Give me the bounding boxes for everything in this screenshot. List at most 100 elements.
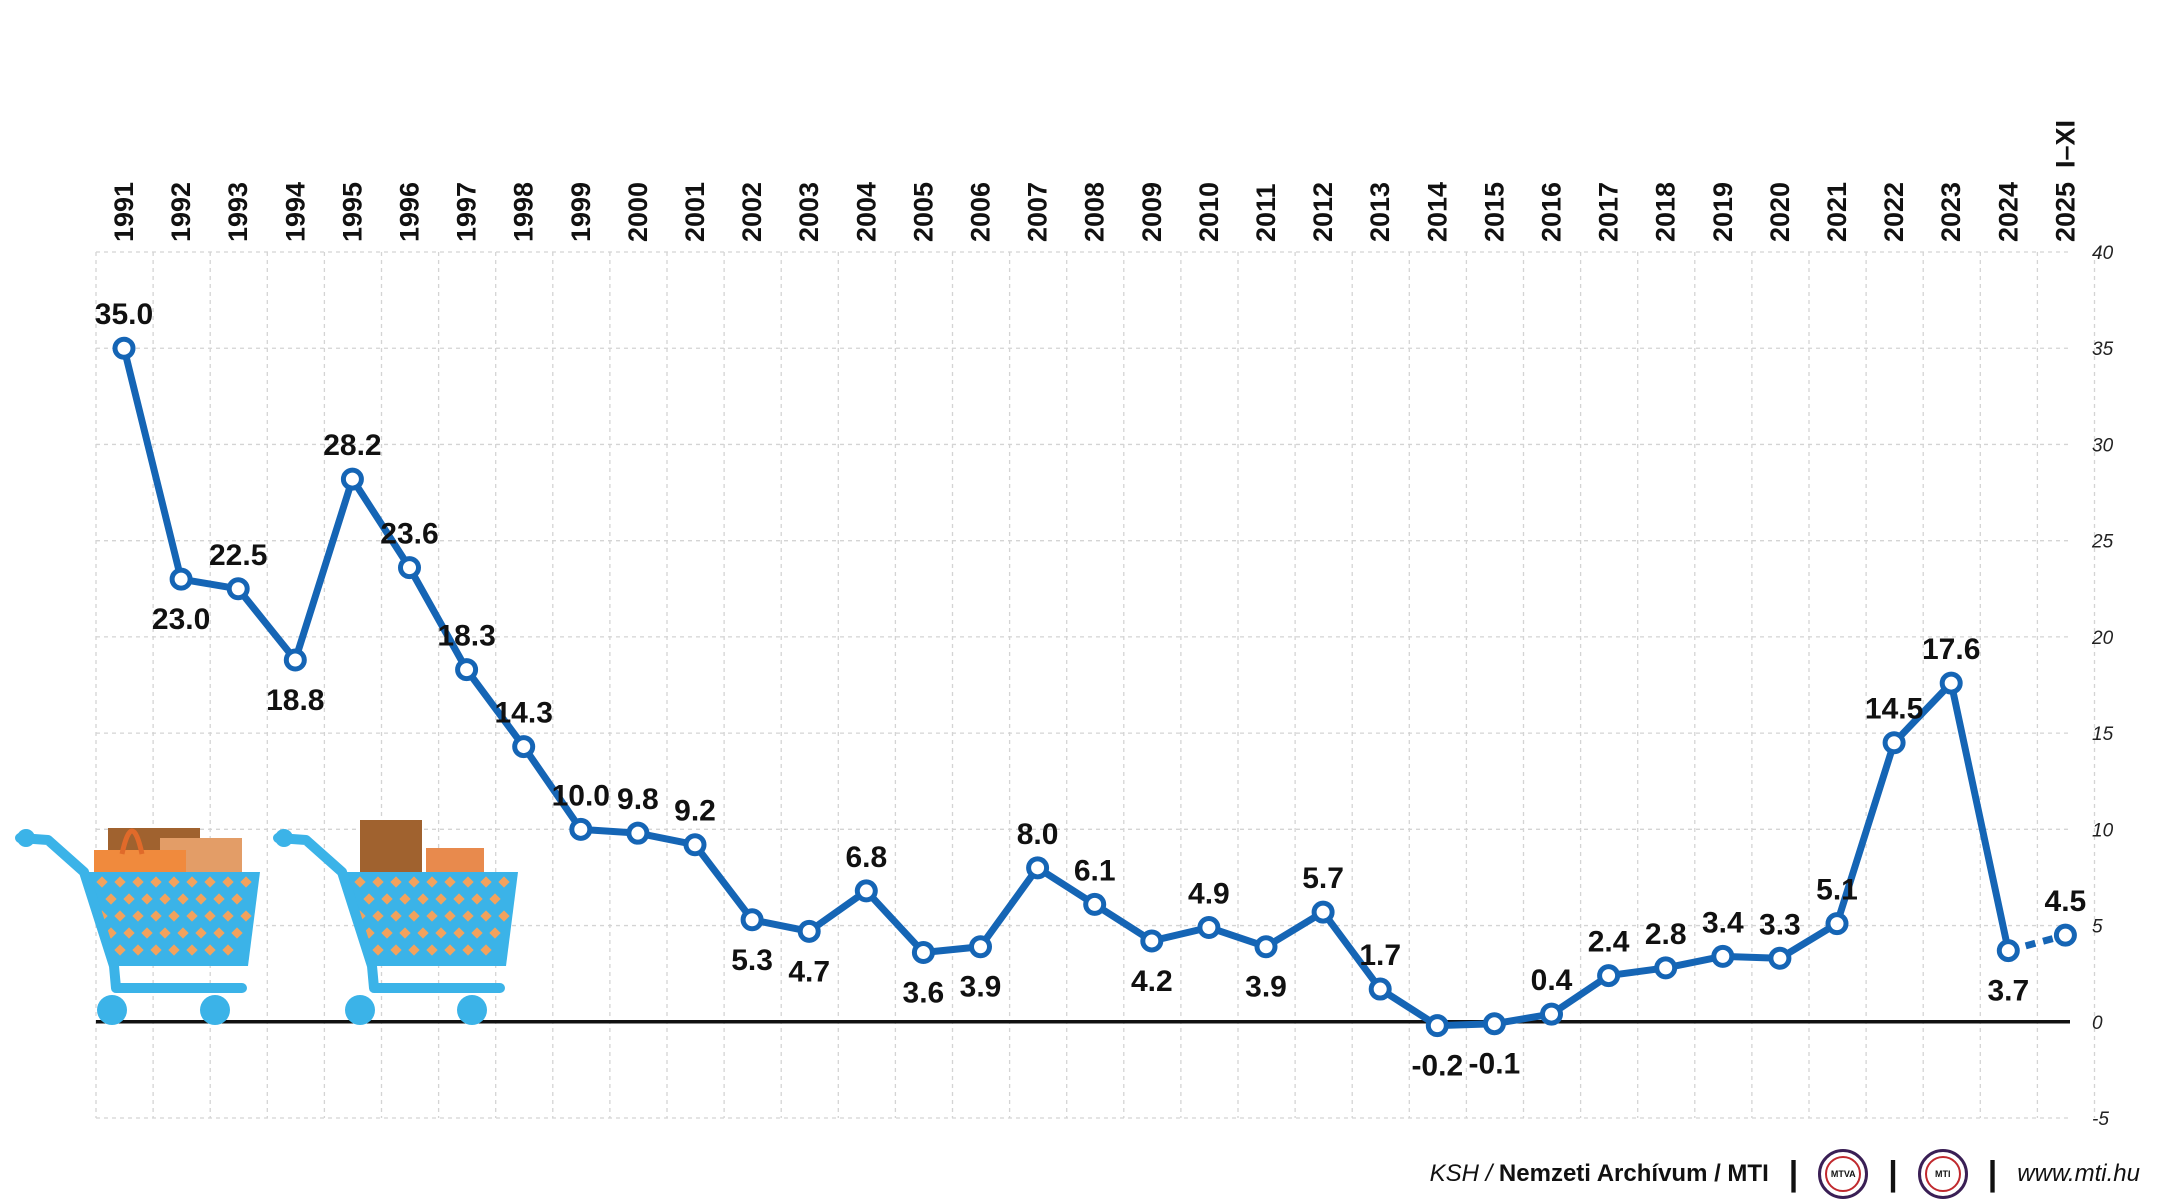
data-label: 5.7 [1302, 862, 1344, 895]
data-label: 5.3 [731, 944, 773, 977]
y-tick-label: 35 [2092, 339, 2114, 360]
year-label: 2005 [908, 182, 938, 242]
data-point [1540, 1002, 1563, 1026]
grid [95, 251, 2096, 1119]
data-point [1825, 912, 1849, 936]
data-point [626, 821, 650, 845]
data-point [455, 658, 479, 682]
year-label: 2002 [737, 182, 767, 242]
data-label: 9.2 [674, 795, 716, 828]
shopping-carts-illustration [15, 820, 518, 1025]
data-label: 18.8 [266, 684, 324, 717]
data-point [911, 940, 935, 964]
data-point [1026, 856, 1050, 880]
data-point [683, 833, 707, 857]
data-label: 14.3 [495, 697, 553, 730]
data-label: 3.3 [1759, 908, 1801, 941]
data-label: 23.0 [152, 603, 210, 636]
year-label: 2022 [1879, 182, 1909, 242]
source-footer: KSH / Nemzeti Archívum / MTI | MTVA | MT… [1430, 1146, 2140, 1202]
data-point [169, 567, 193, 591]
year-label: 2016 [1537, 182, 1567, 242]
data-label: 4.5 [2045, 885, 2087, 918]
year-label: 1997 [452, 182, 482, 242]
year-label: 2013 [1365, 182, 1395, 242]
data-point [1368, 977, 1392, 1001]
data-point [283, 648, 307, 672]
data-point [1311, 900, 1335, 924]
website-link[interactable]: www.mti.hu [2017, 1160, 2140, 1187]
data-label: 2.8 [1645, 918, 1687, 951]
y-axis-tick-labels: 40 35 30 25 20 15 10 5 0 -5 [2091, 243, 2114, 1130]
year-label: 2009 [1137, 182, 1167, 242]
data-point [797, 919, 821, 943]
data-points [112, 336, 2077, 1038]
year-label: 2012 [1308, 182, 1338, 242]
data-point [1882, 731, 1906, 755]
year-label: 2003 [794, 182, 824, 242]
data-label: 14.5 [1865, 693, 1923, 726]
y-tick-label: 20 [2091, 628, 2114, 649]
year-label: 2015 [1479, 182, 1509, 242]
year-label: 2001 [680, 182, 710, 242]
data-label: 3.7 [1987, 975, 2029, 1008]
y-tick-label: 5 [2092, 917, 2103, 938]
data-point [1939, 671, 1963, 695]
source-ksh: KSH / [1429, 1160, 1493, 1187]
y-tick-label: 15 [2092, 724, 2114, 745]
y-tick-label: -5 [2092, 1109, 2109, 1130]
year-label: 2021 [1822, 182, 1852, 242]
year-label: 2011 [1251, 183, 1281, 242]
year-label: 2018 [1651, 182, 1681, 242]
data-point [740, 908, 764, 932]
year-label: 1999 [566, 182, 596, 242]
data-label: 8.0 [1017, 818, 1059, 851]
data-label: 9.8 [617, 783, 659, 816]
data-label: 17.6 [1922, 633, 1980, 666]
data-label: -0.2 [1411, 1050, 1463, 1083]
year-label: 2025 [2050, 182, 2080, 242]
year-label: 1996 [395, 182, 425, 242]
data-point [854, 879, 878, 903]
data-label: -0.1 [1469, 1048, 1521, 1081]
data-point [2053, 923, 2077, 947]
mtva-logo: MTVA [1818, 1149, 1869, 1199]
data-point [1083, 892, 1107, 916]
data-point [1711, 944, 1735, 968]
data-labels: 35.0 23.0 22.5 18.8 28.2 23.6 18.3 14.3 10.0 9.8 9… [95, 298, 2086, 1082]
data-label: 3.9 [1245, 971, 1287, 1004]
year-label: 2010 [1194, 182, 1224, 242]
year-label: 2023 [1936, 182, 1966, 242]
data-label: 3.4 [1702, 906, 1744, 939]
data-label: 22.5 [209, 539, 267, 572]
y-tick-label: 25 [2091, 532, 2114, 553]
data-point [1482, 1012, 1506, 1036]
data-label: 3.9 [960, 971, 1002, 1004]
data-point [1140, 929, 1164, 953]
data-point [1197, 915, 1221, 939]
year-label: 2020 [1765, 182, 1795, 242]
year-label: 2004 [851, 182, 881, 242]
year-label: 1994 [280, 182, 310, 242]
data-point [512, 735, 536, 759]
data-label: 4.2 [1131, 965, 1173, 998]
separator: | [1888, 1154, 1898, 1193]
year-label: 2017 [1594, 182, 1624, 242]
year-label: 2019 [1708, 182, 1738, 242]
y-tick-label: 40 [2092, 243, 2114, 264]
data-label: 5.1 [1816, 874, 1858, 907]
data-label: 6.8 [845, 841, 887, 874]
source-archive: Nemzeti Archívum / MTI [1498, 1160, 1769, 1187]
data-label: 4.7 [788, 955, 830, 988]
data-label: 23.6 [380, 518, 438, 551]
year-label: 1998 [509, 182, 539, 242]
data-point [340, 467, 364, 491]
data-label: 4.9 [1188, 877, 1230, 910]
data-label: 18.3 [437, 620, 495, 653]
year-label: 1992 [166, 182, 196, 242]
data-point [1597, 964, 1621, 988]
year-label: 2008 [1080, 182, 1110, 242]
year-label: 1993 [223, 182, 253, 242]
data-label: 35.0 [95, 298, 153, 331]
series-line-solid [120, 344, 2012, 1030]
